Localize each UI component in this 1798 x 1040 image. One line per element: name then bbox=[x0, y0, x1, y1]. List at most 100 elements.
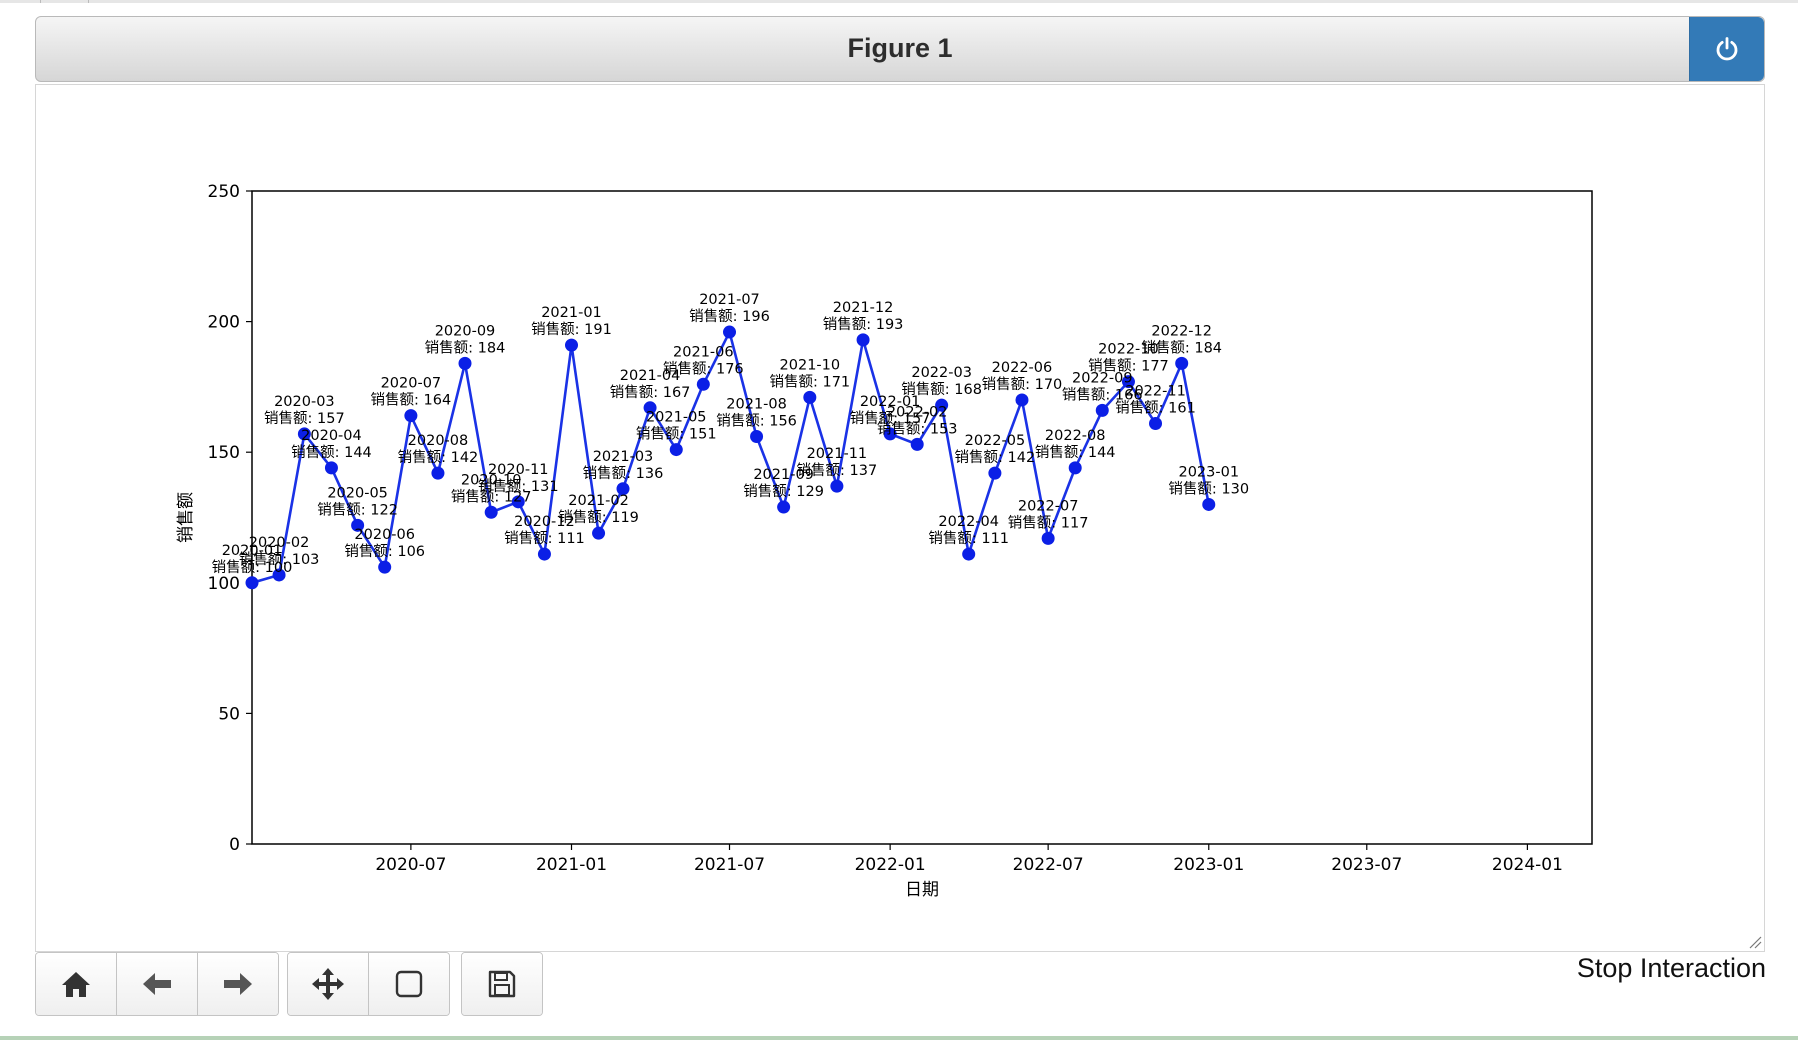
figure-title: Figure 1 bbox=[847, 33, 953, 63]
data-label-date: 2022-05 bbox=[965, 433, 1026, 449]
data-label-value: 销售额: 164 bbox=[371, 392, 452, 409]
data-point bbox=[458, 356, 472, 370]
data-point bbox=[378, 560, 392, 574]
data-label-date: 2020-11 bbox=[488, 462, 549, 478]
data-label-date: 2022-02 bbox=[887, 404, 948, 420]
data-label-date: 2020-09 bbox=[435, 323, 496, 339]
data-point bbox=[723, 325, 737, 339]
data-label-value: 销售额: 142 bbox=[955, 449, 1036, 466]
data-point bbox=[431, 466, 445, 480]
data-point bbox=[750, 430, 764, 444]
data-label-value: 销售额: 117 bbox=[1008, 514, 1089, 531]
figure-header: Figure 1 bbox=[35, 16, 1765, 82]
data-label-date: 2021-08 bbox=[726, 397, 787, 413]
data-point bbox=[272, 568, 286, 582]
y-tick-label: 200 bbox=[208, 313, 240, 333]
data-point bbox=[616, 482, 630, 496]
stop-interaction-button[interactable]: Stop Interaction bbox=[1576, 953, 1766, 983]
data-point bbox=[565, 338, 579, 352]
data-label-value: 销售额: 193 bbox=[823, 316, 904, 333]
data-label-date: 2021-01 bbox=[541, 305, 602, 321]
data-point bbox=[1068, 461, 1082, 475]
save-button[interactable] bbox=[462, 953, 542, 1015]
back-button[interactable] bbox=[116, 953, 197, 1015]
data-label-value: 销售额: 144 bbox=[291, 444, 372, 461]
data-label-date: 2020-04 bbox=[301, 428, 362, 444]
data-label-value: 销售额: 127 bbox=[451, 488, 532, 505]
power-icon bbox=[1716, 37, 1738, 61]
data-label-value: 销售额: 130 bbox=[1168, 480, 1249, 497]
y-tick-label: 250 bbox=[208, 182, 240, 202]
data-label-date: 2022-04 bbox=[938, 514, 999, 530]
figure-canvas[interactable]: 0 50 100 150 200 250 2020-07 2021-01 2021-07 2022… bbox=[35, 84, 1765, 952]
data-label-value: 销售额: 111 bbox=[504, 530, 585, 547]
line-chart[interactable]: 0 50 100 150 200 250 2020-07 2021-01 2021-07 2022… bbox=[36, 85, 1764, 951]
x-tick-label: 2021-07 bbox=[694, 855, 765, 875]
x-axis-label: 日期 bbox=[905, 880, 939, 900]
data-label-date: 2022-07 bbox=[1018, 498, 1079, 514]
data-point bbox=[803, 390, 817, 404]
data-label-value: 销售额: 136 bbox=[583, 465, 664, 482]
data-label-date: 2021-12 bbox=[833, 300, 894, 316]
data-label-value: 销售额: 119 bbox=[558, 509, 639, 526]
data-point bbox=[297, 427, 311, 441]
y-tick-label: 100 bbox=[208, 574, 240, 594]
floppy-disk-icon bbox=[488, 970, 516, 998]
data-point bbox=[696, 377, 710, 391]
zoom-button[interactable] bbox=[368, 953, 449, 1015]
data-point bbox=[245, 576, 259, 590]
window-top-rule bbox=[0, 0, 1798, 3]
data-label-value: 销售额: 131 bbox=[478, 478, 559, 495]
data-point bbox=[1149, 416, 1163, 430]
data-point bbox=[1041, 531, 1055, 545]
home-button[interactable] bbox=[36, 953, 116, 1015]
x-tick-label: 2022-01 bbox=[855, 855, 926, 875]
window-bottom-rule bbox=[0, 1036, 1798, 1040]
data-point bbox=[910, 437, 924, 451]
data-point bbox=[1175, 356, 1189, 370]
data-point bbox=[592, 526, 606, 540]
data-point bbox=[883, 427, 897, 441]
data-label-value: 销售额: 157 bbox=[264, 410, 345, 427]
data-label-value: 销售额: 111 bbox=[928, 530, 1009, 547]
data-point bbox=[537, 547, 551, 561]
resize-grip-icon[interactable] bbox=[1746, 933, 1762, 949]
data-point bbox=[324, 461, 338, 475]
data-point bbox=[1121, 375, 1135, 389]
data-label-value: 销售额: 168 bbox=[901, 381, 982, 398]
data-label-value: 销售额: 196 bbox=[689, 308, 770, 325]
toolbar-tools-group bbox=[287, 952, 450, 1016]
home-icon bbox=[62, 972, 90, 997]
data-label-date: 2021-06 bbox=[673, 344, 734, 360]
data-label-value: 销售额: 157 bbox=[850, 410, 931, 427]
square-icon bbox=[395, 970, 423, 998]
power-button[interactable] bbox=[1689, 17, 1764, 81]
data-label-date: 2021-05 bbox=[646, 410, 707, 426]
data-point bbox=[1095, 403, 1109, 417]
data-label-date: 2022-01 bbox=[860, 394, 921, 410]
data-point bbox=[404, 409, 418, 423]
x-tick-label: 2024-01 bbox=[1492, 855, 1563, 875]
data-point bbox=[669, 443, 683, 457]
data-label-date: 2022-08 bbox=[1045, 428, 1106, 444]
data-label-value: 销售额: 103 bbox=[239, 551, 320, 568]
plot-frame bbox=[251, 190, 1593, 845]
data-label-date: 2020-05 bbox=[327, 485, 388, 501]
data-label-date: 2023-01 bbox=[1178, 464, 1239, 480]
data-label-value: 销售额: 122 bbox=[317, 501, 398, 518]
data-label-date: 2021-11 bbox=[807, 446, 868, 462]
top-rule-tick bbox=[88, 0, 89, 3]
arrow-right-icon bbox=[224, 973, 252, 995]
x-tick-label: 2022-07 bbox=[1013, 855, 1084, 875]
data-point bbox=[1202, 497, 1216, 511]
pan-button[interactable] bbox=[288, 953, 368, 1015]
data-label-date: 2020-02 bbox=[249, 535, 310, 551]
data-label-date: 2020-06 bbox=[354, 527, 415, 543]
data-label-date: 2020-07 bbox=[381, 376, 442, 392]
data-label-date: 2020-08 bbox=[408, 433, 469, 449]
data-label-date: 2020-01 bbox=[222, 543, 283, 559]
data-label-date: 2022-03 bbox=[911, 365, 972, 381]
data-label-date: 2021-03 bbox=[593, 449, 654, 465]
data-label-value: 销售额: 177 bbox=[1088, 358, 1169, 375]
forward-button[interactable] bbox=[197, 953, 278, 1015]
